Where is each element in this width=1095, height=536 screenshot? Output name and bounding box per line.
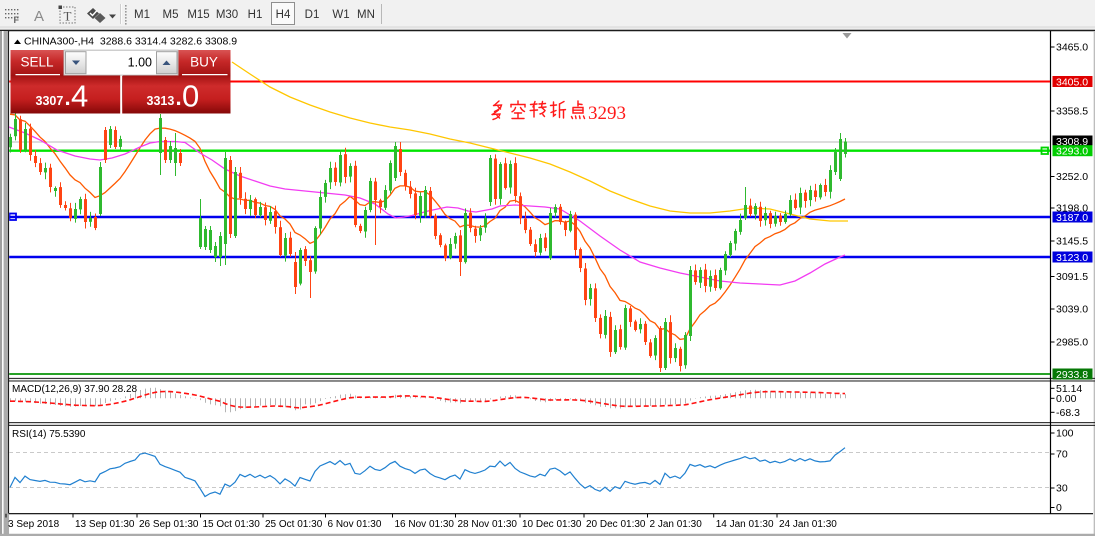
svg-text:M5: M5	[163, 9, 179, 21]
svg-text:15 Oct 01:30: 15 Oct 01:30	[203, 519, 261, 530]
svg-text:3293.0: 3293.0	[1056, 146, 1088, 158]
svg-text:26 Sep 01:30: 26 Sep 01:30	[139, 519, 199, 530]
svg-text:1.00: 1.00	[128, 56, 152, 70]
svg-text:CHINA300-,H4 3288.6 3314.4 32: CHINA300-,H4 3288.6 3314.4 3282.6 3308.9	[24, 36, 237, 48]
svg-text:M15: M15	[187, 9, 209, 21]
svg-text:D1: D1	[305, 9, 320, 21]
svg-text:F: F	[14, 15, 20, 25]
svg-text:3187.0: 3187.0	[1056, 212, 1088, 224]
svg-text:BUY: BUY	[190, 55, 218, 70]
svg-text:3307: 3307	[36, 94, 64, 108]
svg-text:30: 30	[1056, 483, 1068, 495]
svg-text:A: A	[34, 8, 44, 25]
svg-text:20 Dec 01:30: 20 Dec 01:30	[586, 519, 646, 530]
svg-text:M30: M30	[216, 9, 238, 21]
svg-text:2985.0: 2985.0	[1056, 337, 1088, 349]
svg-text:.: .	[65, 85, 71, 110]
svg-text:3145.5: 3145.5	[1056, 236, 1088, 248]
svg-text:3123.0: 3123.0	[1056, 252, 1088, 264]
svg-text:M1: M1	[134, 9, 150, 21]
svg-text:RSI(14) 75.5390: RSI(14) 75.5390	[12, 429, 86, 440]
svg-text:3405.0: 3405.0	[1056, 76, 1088, 88]
svg-text:51.14: 51.14	[1056, 383, 1082, 395]
svg-text:4: 4	[71, 79, 88, 114]
svg-text:3293: 3293	[588, 103, 626, 124]
svg-text:MACD(12,26,9) 37.90 28.28: MACD(12,26,9) 37.90 28.28	[12, 384, 138, 395]
svg-text:0.00: 0.00	[1056, 393, 1077, 405]
svg-text:25 Oct 01:30: 25 Oct 01:30	[265, 519, 323, 530]
svg-text:3 Sep 2018: 3 Sep 2018	[8, 519, 60, 530]
svg-text:100: 100	[1056, 428, 1074, 440]
svg-text:3308.9: 3308.9	[1056, 136, 1088, 148]
svg-text:3465.0: 3465.0	[1056, 42, 1088, 54]
svg-text:70: 70	[1056, 449, 1068, 461]
svg-text:2933.8: 2933.8	[1056, 369, 1088, 381]
svg-text:13 Sep 01:30: 13 Sep 01:30	[75, 519, 135, 530]
svg-text:2 Jan 01:30: 2 Jan 01:30	[650, 519, 703, 530]
svg-text:W1: W1	[332, 9, 349, 21]
svg-text:.: .	[176, 85, 182, 110]
svg-text:H4: H4	[276, 9, 291, 21]
svg-text:3358.5: 3358.5	[1056, 106, 1088, 118]
svg-text:3091.5: 3091.5	[1056, 271, 1088, 283]
svg-text:3313: 3313	[147, 94, 175, 108]
svg-text:24 Jan 01:30: 24 Jan 01:30	[779, 519, 837, 530]
svg-text:14 Jan 01:30: 14 Jan 01:30	[716, 519, 774, 530]
svg-text:28 Nov 01:30: 28 Nov 01:30	[458, 519, 518, 530]
svg-text:16 Nov 01:30: 16 Nov 01:30	[395, 519, 455, 530]
svg-text:0: 0	[1056, 502, 1062, 514]
svg-text:3252.0: 3252.0	[1056, 171, 1088, 183]
svg-text:10 Dec 01:30: 10 Dec 01:30	[522, 519, 582, 530]
svg-text:6 Nov 01:30: 6 Nov 01:30	[328, 519, 382, 530]
svg-text:H1: H1	[248, 9, 263, 21]
svg-text:T: T	[64, 9, 72, 24]
svg-text:SELL: SELL	[20, 55, 54, 70]
svg-text:3039.0: 3039.0	[1056, 304, 1088, 316]
svg-text:-68.3: -68.3	[1056, 407, 1080, 419]
svg-text:0: 0	[182, 79, 199, 114]
svg-text:MN: MN	[357, 9, 375, 21]
